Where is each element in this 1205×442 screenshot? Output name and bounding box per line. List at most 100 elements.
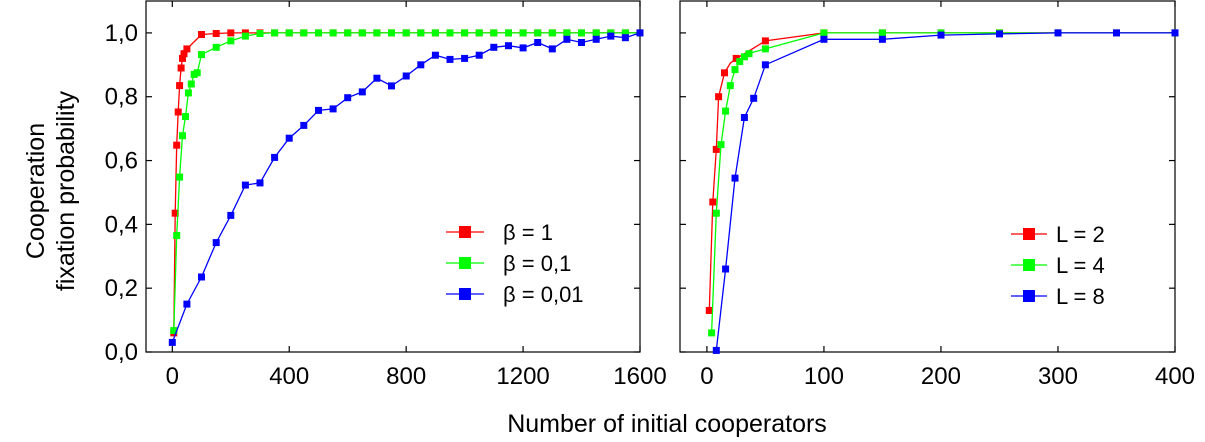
series-line-right-1 xyxy=(708,32,1175,311)
y-tick-label: 0,0 xyxy=(105,339,138,366)
data-point-right-3 xyxy=(937,31,945,39)
data-point-right-2 xyxy=(717,141,725,149)
data-point-left-3 xyxy=(592,35,600,43)
x-tick-label-left: 800 xyxy=(386,363,426,390)
data-point-left-2 xyxy=(505,29,512,37)
series-line-right-2 xyxy=(710,32,1175,333)
y-axis-title-line-1: Cooperation xyxy=(22,123,50,259)
legend-label-left-3: β = 0,01 xyxy=(503,282,584,307)
data-point-left-2 xyxy=(241,32,249,40)
series-line-right-3 xyxy=(715,32,1175,351)
data-point-left-2 xyxy=(329,29,337,37)
data-point-right-1 xyxy=(709,198,717,206)
x-tick-label-left: 0 xyxy=(166,363,179,390)
data-point-left-2 xyxy=(170,327,178,335)
data-point-right-1 xyxy=(712,145,720,153)
data-point-left-3 xyxy=(505,42,512,50)
data-point-right-2 xyxy=(726,82,734,90)
data-point-left-2 xyxy=(578,29,585,37)
y-tick-label: 0,6 xyxy=(105,148,138,175)
data-point-left-2 xyxy=(417,29,425,37)
y-tick-label: 0,8 xyxy=(105,84,138,111)
legend-marker-right-2 xyxy=(1023,259,1035,271)
data-point-right-3 xyxy=(820,35,828,43)
data-point-left-2 xyxy=(179,132,186,140)
data-point-left-3 xyxy=(607,32,615,40)
data-point-right-1 xyxy=(721,69,728,77)
data-point-right-2 xyxy=(761,45,769,53)
x-tick-label-right: 100 xyxy=(804,363,844,390)
data-point-left-3 xyxy=(183,300,191,308)
legend-label-left-2: β = 0,1 xyxy=(503,251,571,276)
data-point-right-2 xyxy=(820,29,828,37)
plot-frame-right xyxy=(679,0,1176,353)
data-point-left-3 xyxy=(431,51,439,59)
data-point-left-2 xyxy=(358,29,366,37)
legend-marker-left-3 xyxy=(459,288,471,300)
data-point-left-2 xyxy=(193,69,201,77)
data-point-left-2 xyxy=(519,29,527,37)
legend-label-left-1: β = 1 xyxy=(503,220,553,245)
x-tick-label-right: 0 xyxy=(700,363,713,390)
data-point-left-2 xyxy=(271,29,279,37)
data-point-left-2 xyxy=(621,29,629,37)
data-point-right-2 xyxy=(736,58,744,66)
data-point-left-3 xyxy=(315,106,322,114)
data-point-left-2 xyxy=(548,29,556,37)
chart-panel-right: 0 100 200 300 400 L = 2 L = 4 L = 8 xyxy=(679,0,1195,390)
data-point-left-3 xyxy=(227,211,235,219)
y-tick-label: 0,4 xyxy=(105,211,138,238)
plot-frame-left xyxy=(145,0,641,353)
data-point-right-2 xyxy=(712,209,720,217)
data-point-left-1 xyxy=(173,141,181,149)
data-point-left-3 xyxy=(358,88,366,96)
data-point-left-2 xyxy=(315,29,322,37)
data-point-left-2 xyxy=(373,29,381,37)
data-point-right-3 xyxy=(761,61,769,69)
data-point-left-3 xyxy=(490,43,498,51)
data-point-left-1 xyxy=(171,209,179,217)
data-point-right-1 xyxy=(715,93,723,101)
data-point-left-2 xyxy=(388,29,395,37)
data-point-right-3 xyxy=(878,35,886,43)
data-point-left-3 xyxy=(534,39,542,46)
legend-marker-left-1 xyxy=(459,226,471,238)
data-point-left-2 xyxy=(176,173,184,181)
data-point-right-1 xyxy=(761,37,769,45)
data-point-left-1 xyxy=(177,64,185,72)
data-point-right-1 xyxy=(705,307,713,314)
legend-label-right-2: L = 4 xyxy=(1056,253,1105,278)
data-point-left-3 xyxy=(212,239,220,247)
y-tick-label: 0,2 xyxy=(105,275,138,302)
data-point-right-3 xyxy=(1113,29,1120,37)
data-point-left-3 xyxy=(475,51,483,59)
legend-label-right-1: L = 2 xyxy=(1056,222,1105,247)
data-point-left-2 xyxy=(173,232,181,239)
x-axis-title: Number of initial cooperators xyxy=(507,410,827,438)
data-point-left-1 xyxy=(174,108,182,116)
data-point-left-3 xyxy=(446,55,454,63)
data-point-left-1 xyxy=(183,45,191,53)
data-point-left-3 xyxy=(329,105,337,113)
data-point-right-2 xyxy=(745,50,753,58)
data-point-right-2 xyxy=(722,107,730,115)
data-point-left-3 xyxy=(388,82,395,90)
data-point-left-3 xyxy=(198,273,205,281)
data-point-left-3 xyxy=(563,35,571,43)
data-point-right-2 xyxy=(708,329,716,337)
data-point-left-1 xyxy=(212,30,220,37)
data-point-left-1 xyxy=(227,29,235,37)
x-tick-label-right: 300 xyxy=(1038,363,1078,390)
data-point-left-3 xyxy=(519,44,527,52)
x-tick-label-left: 1200 xyxy=(496,363,549,390)
data-point-right-3 xyxy=(712,346,720,354)
legend-label-right-3: L = 8 xyxy=(1056,284,1105,309)
data-point-right-3 xyxy=(996,30,1003,38)
data-point-left-3 xyxy=(636,29,644,37)
data-point-left-2 xyxy=(446,29,454,37)
legend-marker-right-3 xyxy=(1023,290,1035,302)
data-point-left-3 xyxy=(417,61,425,69)
data-point-left-3 xyxy=(300,121,308,129)
data-point-left-1 xyxy=(179,54,186,62)
